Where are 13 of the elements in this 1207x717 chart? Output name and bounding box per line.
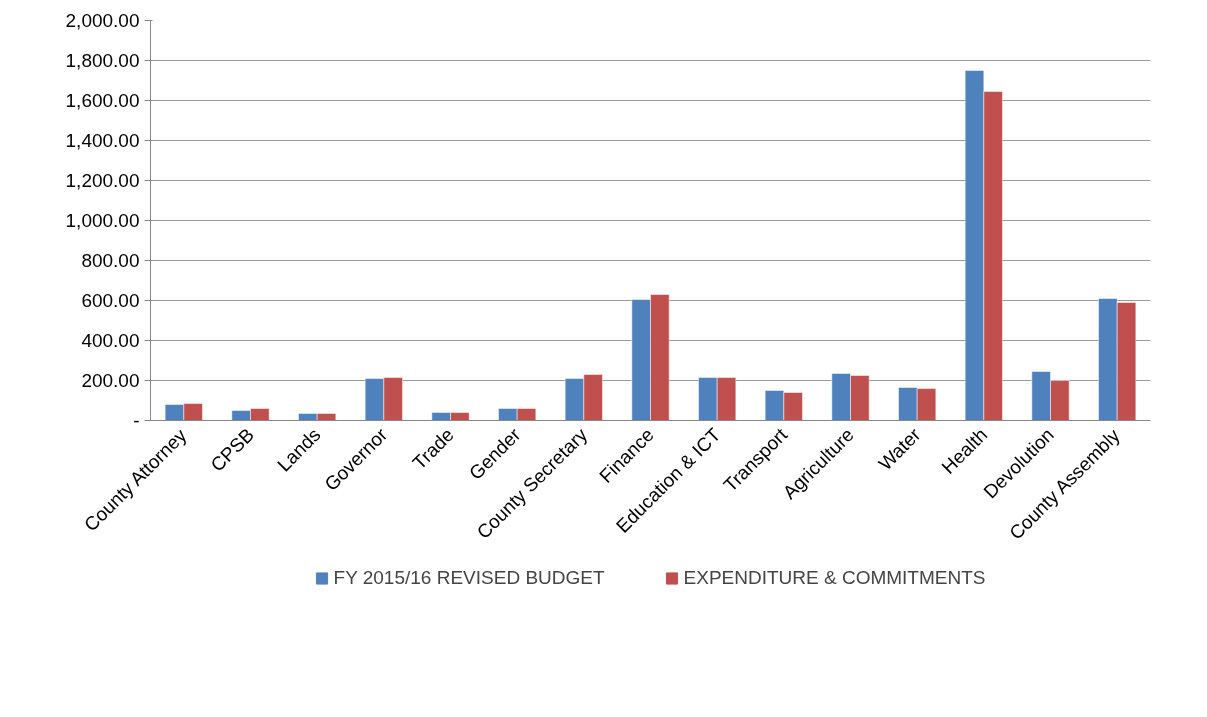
y-tick-label: 1,800.00 [65, 50, 140, 71]
legend-label: FY 2015/16 REVISED BUDGET [333, 567, 605, 589]
legend-label: EXPENDITURE & COMMITMENTS [683, 567, 986, 589]
y-tick-label: 400.00 [81, 330, 140, 351]
y-tick-label: - [133, 410, 140, 431]
y-tick-label: 1,400.00 [65, 130, 140, 151]
y-tick-label: 800.00 [81, 250, 140, 271]
y-tick-label: 2,000.00 [65, 10, 140, 31]
y-tick-label: 1,200.00 [65, 170, 140, 191]
y-tick-label: 1,600.00 [65, 90, 140, 111]
y-tick-label: 1,000.00 [65, 210, 140, 231]
y-tick-label: 200.00 [81, 370, 140, 391]
y-tick-label: 600.00 [81, 290, 140, 311]
